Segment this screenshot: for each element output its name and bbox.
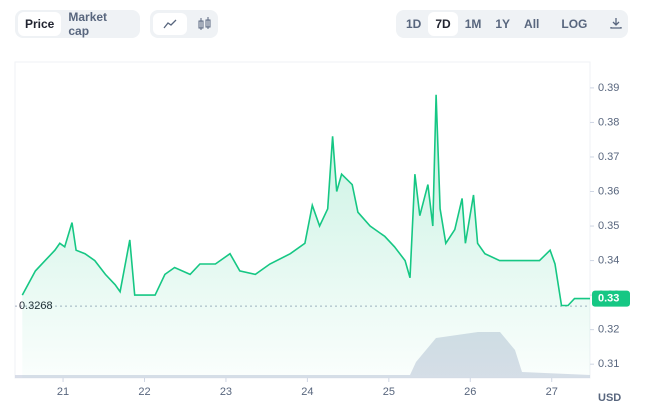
price-line	[21, 94, 590, 307]
y-tick-label: 0.33	[598, 289, 619, 301]
reference-label: 0.3268	[19, 300, 53, 312]
y-tick-label: 0.37	[598, 151, 619, 163]
range-button[interactable]: All	[524, 17, 540, 31]
range-button[interactable]: 1D	[406, 17, 422, 31]
y-tick-label: 0.34	[598, 254, 619, 266]
range-tabs: 1D 7D 1M 1Y All LOG	[396, 10, 628, 38]
line-icon[interactable]	[153, 13, 187, 35]
candle-glyph	[198, 17, 211, 30]
y-tick-label: 0.35	[598, 220, 619, 232]
x-tick-label: 26	[464, 386, 476, 398]
y-tick-label: 0.36	[598, 185, 619, 197]
price-tag-label: 0.33	[598, 292, 619, 304]
y-tick-label: 0.38	[598, 116, 619, 128]
chart-style-tabs	[150, 10, 218, 38]
tab-market-cap[interactable]: Market cap	[68, 10, 108, 38]
price-area	[22, 94, 591, 379]
line-glyph	[163, 19, 177, 29]
volume-area	[15, 332, 590, 378]
plot-frame	[14, 61, 591, 379]
x-tick-label: 23	[220, 386, 232, 398]
y-tick-label: 0.31	[598, 358, 619, 370]
price-tag-box	[592, 290, 630, 307]
y-tick-label: 0.39	[598, 82, 619, 94]
tab-price[interactable]: Price	[18, 12, 62, 36]
x-tick-label: 22	[138, 386, 150, 398]
range-button[interactable]: 1M	[464, 17, 482, 31]
view-tabs: Price Market cap	[15, 10, 140, 38]
x-tick-label: 27	[546, 386, 558, 398]
range-button[interactable]: 7D	[428, 12, 458, 36]
candle-icon[interactable]	[187, 13, 221, 35]
y-tick-label: 0.32	[598, 324, 619, 336]
download-glyph	[610, 17, 623, 29]
x-tick-label: 21	[57, 386, 69, 398]
x-tick-label: 24	[301, 386, 313, 398]
x-tick-label: 25	[383, 386, 395, 398]
log-button[interactable]: LOG	[561, 17, 588, 31]
y-unit: USD	[598, 392, 621, 404]
download-button[interactable]	[602, 11, 630, 38]
range-button[interactable]: 1Y	[495, 17, 511, 31]
